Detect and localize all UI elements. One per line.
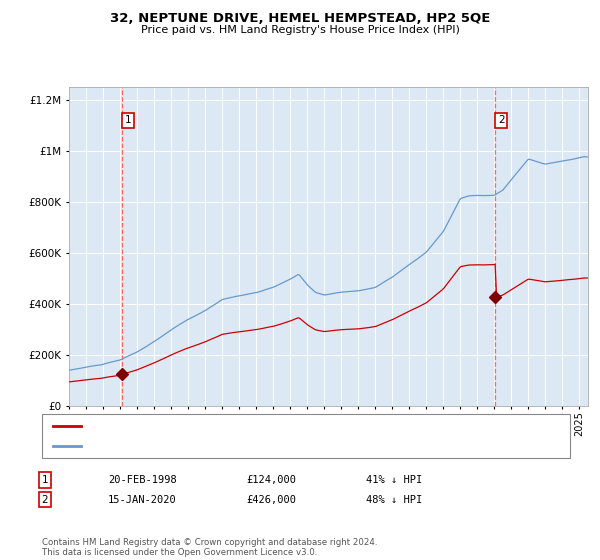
Text: 48% ↓ HPI: 48% ↓ HPI [366, 494, 422, 505]
Text: Price paid vs. HM Land Registry's House Price Index (HPI): Price paid vs. HM Land Registry's House … [140, 25, 460, 35]
Text: 20-FEB-1998: 20-FEB-1998 [108, 475, 177, 485]
Text: 15-JAN-2020: 15-JAN-2020 [108, 494, 177, 505]
Text: £426,000: £426,000 [246, 494, 296, 505]
Text: Contains HM Land Registry data © Crown copyright and database right 2024.
This d: Contains HM Land Registry data © Crown c… [42, 538, 377, 557]
Text: 1: 1 [41, 475, 49, 485]
Text: 32, NEPTUNE DRIVE, HEMEL HEMPSTEAD, HP2 5QE: 32, NEPTUNE DRIVE, HEMEL HEMPSTEAD, HP2 … [110, 12, 490, 25]
Text: 41% ↓ HPI: 41% ↓ HPI [366, 475, 422, 485]
Text: HPI: Average price, detached house, Dacorum: HPI: Average price, detached house, Daco… [87, 441, 317, 451]
Text: 2: 2 [498, 115, 505, 125]
Text: £124,000: £124,000 [246, 475, 296, 485]
Text: 32, NEPTUNE DRIVE, HEMEL HEMPSTEAD, HP2 5QE (detached house): 32, NEPTUNE DRIVE, HEMEL HEMPSTEAD, HP2 … [87, 421, 432, 431]
Text: 1: 1 [125, 115, 131, 125]
Text: 2: 2 [41, 494, 49, 505]
